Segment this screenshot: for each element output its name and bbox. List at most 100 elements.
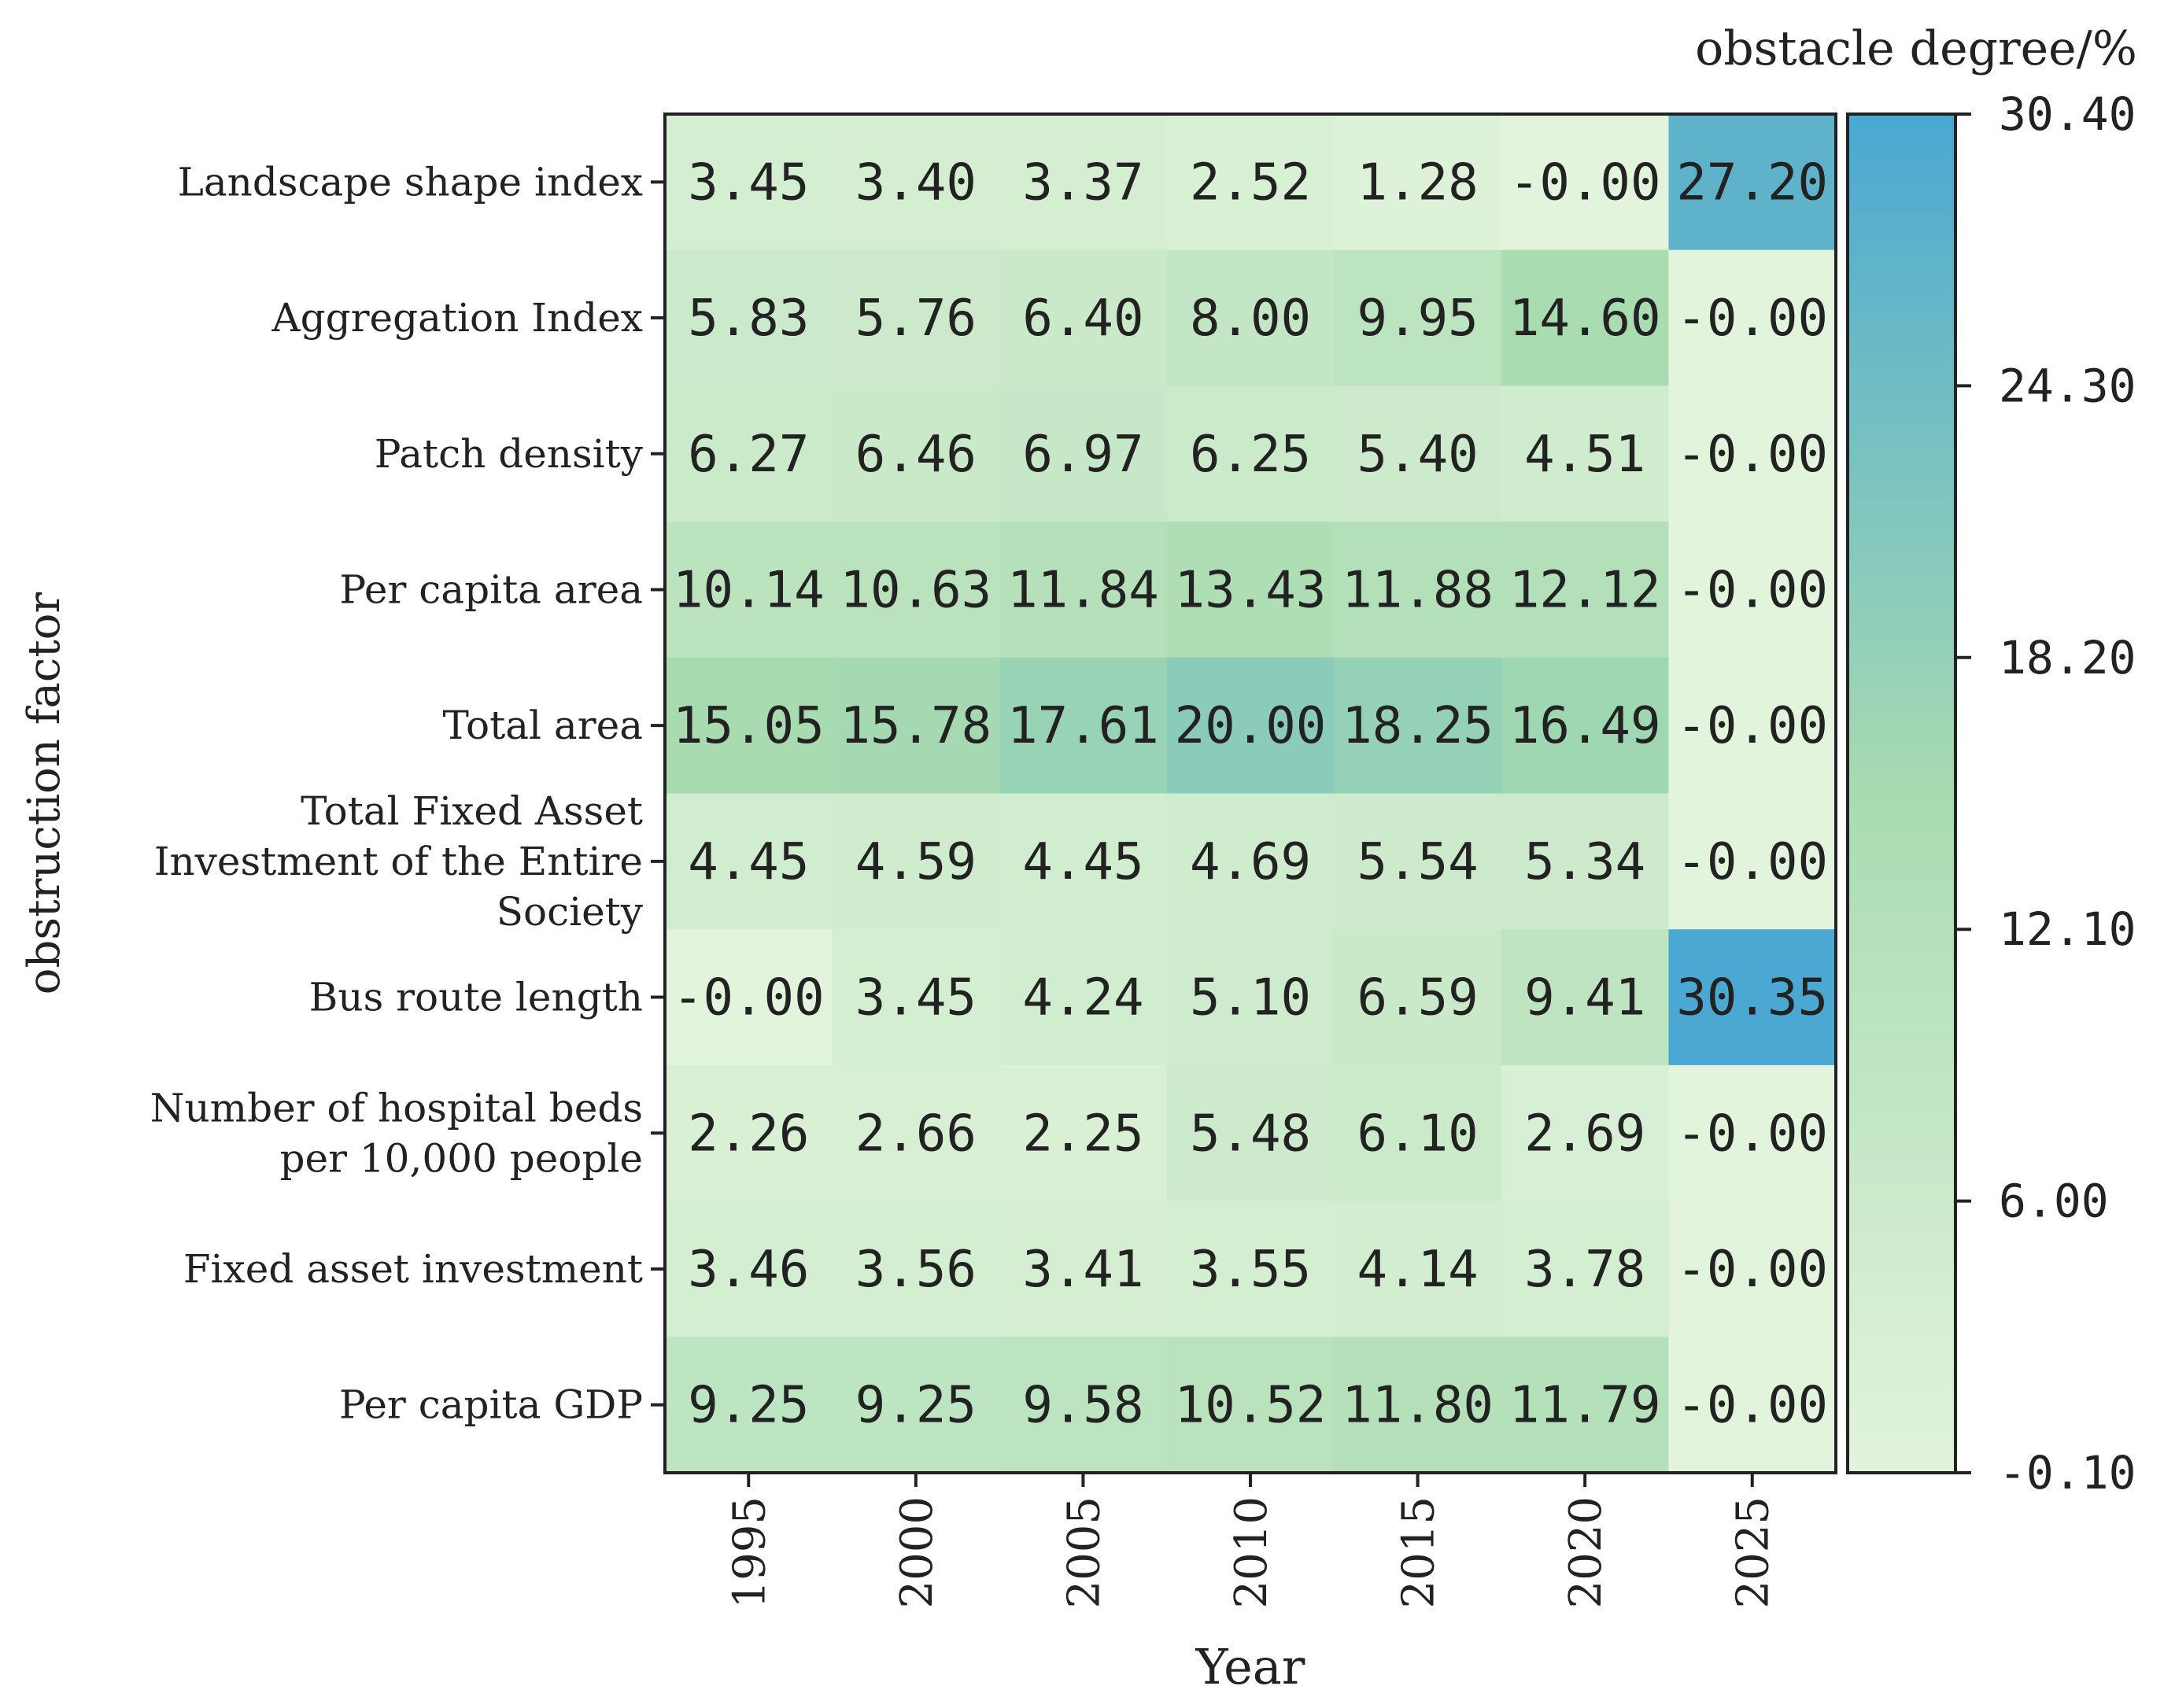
cell-value-label: 11.84: [1007, 561, 1159, 619]
heatmap-cell: [665, 1201, 833, 1337]
y-tick-label: Per capita area: [340, 566, 644, 612]
cell-value-label: 3.55: [1190, 1241, 1311, 1299]
colorbar-gradient: [1846, 113, 1957, 1474]
heatmap-cell: [832, 1201, 1000, 1337]
heatmap-cell: [1166, 1201, 1335, 1337]
heatmap-cell: [999, 1201, 1168, 1337]
heatmap-cell: [999, 385, 1168, 522]
y-tick-label: Number of hospital beds per 10,000 people: [150, 1085, 643, 1181]
heatmap-cell: [665, 249, 833, 386]
heatmap-cell: [1334, 522, 1502, 658]
cell-value-label: 4.45: [688, 833, 809, 891]
heatmap-cell: [832, 1064, 1000, 1202]
cell-value-label: 1.28: [1357, 153, 1479, 212]
colorbar-tick-label: 12.10: [1999, 902, 2136, 956]
cell-value-label: 3.46: [688, 1241, 809, 1299]
heatmap-cell: [1668, 385, 1837, 522]
heatmap-cell: [1668, 1201, 1837, 1337]
cell-value-label: 6.27: [688, 426, 809, 484]
heatmap-cell: [1334, 1064, 1502, 1202]
cell-value-label: 5.48: [1190, 1105, 1311, 1163]
cell-value-label: 14.60: [1509, 290, 1661, 348]
cell-value-label: 5.83: [688, 290, 809, 348]
cell-value-label: 11.79: [1509, 1377, 1661, 1435]
heatmap-cell: [665, 114, 833, 251]
cell-value-label: -0.00: [1676, 1105, 1828, 1163]
heatmap-cells: [663, 113, 1837, 1474]
heatmap-cell: [1334, 249, 1502, 386]
cell-value-label: 27.20: [1676, 153, 1828, 212]
colorbar-tick-label: 30.40: [1999, 87, 2136, 141]
cell-value-label: 6.40: [1022, 290, 1143, 348]
y-tick-label: Aggregation Index: [271, 295, 643, 341]
cell-value-label: 17.61: [1007, 697, 1159, 755]
heatmap-cell: [1501, 793, 1669, 930]
heatmap-cell: [1166, 793, 1335, 930]
heatmap-cell: [1668, 793, 1837, 930]
cell-value-label: 6.46: [855, 426, 977, 484]
cell-value-label: 8.00: [1190, 290, 1311, 348]
heatmap-cell: [1501, 1064, 1669, 1202]
colorbar-tick-label: -0.10: [1999, 1446, 2136, 1500]
cell-value-label: 3.37: [1022, 153, 1143, 212]
cell-value-label: 18.25: [1342, 697, 1494, 755]
cell-value-label: 12.12: [1509, 561, 1661, 619]
heatmap-cell: [1334, 657, 1502, 794]
heatmap-cell: [1501, 385, 1669, 522]
heatmap-cell: [1334, 1337, 1502, 1474]
heatmap-cell: [832, 249, 1000, 386]
cell-value-label: 2.69: [1524, 1105, 1645, 1163]
y-tick-label: Fixed asset investment: [183, 1246, 643, 1292]
x-tick-label: 2025: [1728, 1496, 1779, 1609]
x-tick-label: 1995: [724, 1496, 775, 1609]
cell-value-label: 5.54: [1357, 833, 1479, 891]
cell-value-label: -0.00: [1676, 1377, 1828, 1435]
colorbar-tick-label: 18.20: [1999, 631, 2136, 684]
heatmap-cell: [1501, 929, 1669, 1066]
colorbar: 30.40 24.30 18.20 12.10 6.00 -0.10: [1846, 87, 2136, 1500]
heatmap-cell: [1668, 1064, 1837, 1202]
heatmap-cell: [1501, 1201, 1669, 1337]
cell-value-label: 9.58: [1022, 1377, 1143, 1435]
y-tick-label: Landscape shape index: [178, 159, 643, 205]
x-tick-label: 2000: [892, 1496, 943, 1609]
cell-value-label: 9.25: [855, 1377, 977, 1435]
cell-value-label: 16.49: [1509, 697, 1661, 755]
heatmap-cell: [1668, 249, 1837, 386]
x-tick-label: 2005: [1058, 1496, 1110, 1609]
cell-value-label: 6.59: [1357, 969, 1479, 1027]
heatmap-cell: [832, 1337, 1000, 1474]
heatmap-cell: [665, 929, 833, 1066]
heatmap-cell: [999, 793, 1168, 930]
cell-value-label: 20.00: [1175, 697, 1327, 755]
x-tick-label: 2015: [1394, 1496, 1445, 1609]
heatmap-cell: [832, 114, 1000, 251]
heatmap-cell: [1166, 1064, 1335, 1202]
cell-value-label: 3.56: [855, 1241, 977, 1299]
y-tick-label: Total Fixed Asset Investment of the Entir…: [154, 788, 644, 935]
heatmap-cell: [1501, 1337, 1669, 1474]
cell-value-label: -0.00: [1509, 153, 1661, 212]
heatmap-cell: [1334, 1201, 1502, 1337]
cell-value-label: 4.59: [855, 833, 977, 891]
cell-value-label: 4.69: [1190, 833, 1311, 891]
heatmap-cell: [1334, 385, 1502, 522]
heatmap-cell: [1501, 522, 1669, 658]
cell-value-label: 5.34: [1524, 833, 1645, 891]
heatmap-cell: [1668, 657, 1837, 794]
cell-value-label: 10.52: [1175, 1377, 1327, 1435]
y-tick-label: Per capita GDP: [339, 1382, 643, 1428]
heatmap-cell: [832, 522, 1000, 658]
cell-value-label: 10.14: [673, 561, 825, 619]
heatmap-cell: [1501, 249, 1669, 386]
cell-value-label: -0.00: [1676, 697, 1828, 755]
heatmap-cell: [999, 1064, 1168, 1202]
colorbar-title: obstacle degree/%: [1695, 21, 2137, 76]
cell-value-label: 10.63: [840, 561, 992, 619]
heatmap-cell: [1166, 1337, 1335, 1474]
heatmap-cell: [1166, 929, 1335, 1066]
heatmap-cell: [1166, 522, 1335, 658]
cell-value-label: -0.00: [1676, 1241, 1828, 1299]
heatmap-cell: [665, 1064, 833, 1202]
heatmap-cell: [1166, 249, 1335, 386]
